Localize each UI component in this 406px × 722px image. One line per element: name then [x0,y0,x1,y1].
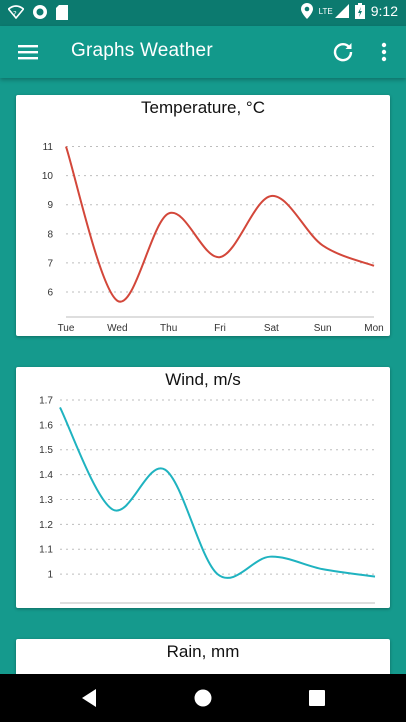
svg-text:?: ? [13,10,17,18]
back-icon [82,689,96,707]
x-tick-label: Mon [364,323,383,334]
x-tick-label: Sat [264,323,279,334]
x-tick-label: Fri [214,323,226,334]
y-tick-label: 11 [43,142,54,153]
y-tick-label: 10 [42,171,54,182]
wifi-icon: ? [8,5,24,19]
y-tick-label: 1.3 [39,495,53,506]
series-line [59,406,376,579]
y-tick-label: 7 [47,258,53,269]
recents-icon [309,690,325,706]
y-tick-label: 9 [47,200,53,211]
series-line [65,146,375,303]
y-tick-label: 1.2 [39,520,53,531]
more-options-button[interactable] [376,39,392,65]
y-tick-label: 1.5 [39,445,53,456]
wind-card: Wind, m/s 11.11.21.31.41.51.61.7TueWedTh… [16,367,390,608]
app-bar: Graphs Weather [0,26,406,78]
menu-icon [18,45,38,60]
x-tick-label: Tue [58,323,75,334]
x-tick-label: Sun [314,323,332,334]
wind-card-title: Wind, m/s [165,370,241,389]
home-icon [194,689,212,707]
y-tick-label: 6 [47,288,53,299]
wind-chart: 11.11.21.31.41.51.61.7TueWedThuFriSatSun… [39,395,376,604]
back-button[interactable] [78,686,102,710]
y-tick-label: 1.7 [39,395,53,406]
temperature-chart: 6 7 8 9 10 11 Tue Wed Thu Fri Sat Sun Mon [42,142,384,334]
signal-icon [334,4,349,18]
sd-card-icon [56,4,68,20]
temperature-card: Temperature, °C 6 7 8 9 10 11 Tue Wed Thu Fri Sat S… [16,95,390,336]
home-button[interactable] [191,686,215,710]
network-type-label: LTE [318,6,333,16]
y-tick-label: 1.1 [39,545,53,556]
menu-button[interactable] [14,40,42,64]
sync-icon [32,4,48,20]
status-bar: ? LTE 9:12 [0,0,406,26]
navigation-bar [0,674,406,722]
refresh-button[interactable] [330,39,356,65]
refresh-icon [333,43,353,62]
x-tick-label: Wed [107,323,127,334]
y-tick-label: 1 [47,570,53,581]
x-tick-label: Thu [160,323,177,334]
temperature-card-title: Temperature, °C [141,98,265,117]
y-tick-label: 1.6 [39,420,53,431]
app-title: Graphs Weather [71,40,213,61]
recents-button[interactable] [305,686,329,710]
clock: 9:12 [370,3,398,19]
battery-icon [354,3,365,19]
rain-card-title: Rain, mm [166,642,240,661]
location-icon [300,3,313,19]
y-tick-label: 8 [47,229,53,240]
more-vert-icon [381,42,387,62]
y-tick-label: 1.4 [39,470,53,481]
